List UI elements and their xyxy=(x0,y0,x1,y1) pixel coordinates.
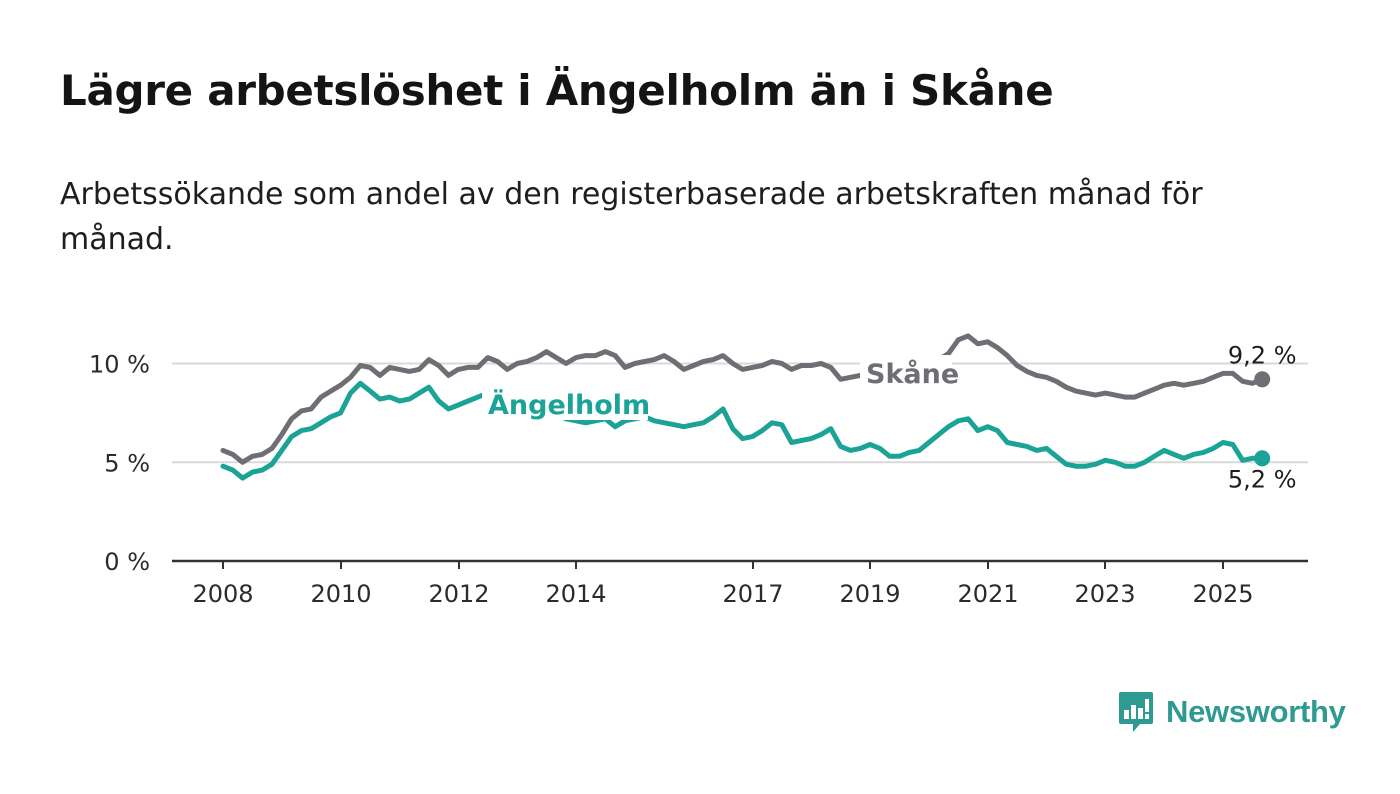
series-end-label: 5,2 % xyxy=(1228,465,1297,493)
x-tick-label: 2010 xyxy=(310,580,371,608)
y-tick-label: 10 % xyxy=(89,351,150,379)
x-tick-label: 2008 xyxy=(192,580,253,608)
series-label-bg xyxy=(860,355,952,389)
chart-title: Lägre arbetslöshet i Ängelholm än i Skån… xyxy=(60,66,1054,115)
y-tick-label: 5 % xyxy=(104,449,150,477)
x-tick-label: 2025 xyxy=(1192,580,1253,608)
x-tick-label: 2012 xyxy=(428,580,489,608)
series-line xyxy=(220,333,1265,465)
brand-name: Newsworthy xyxy=(1166,694,1346,729)
x-tick-label: 2014 xyxy=(545,580,606,608)
x-tick-label: 2019 xyxy=(839,580,900,608)
series-labels: Skåne 9,2 % Ängelholm 5,2 % xyxy=(482,341,1297,493)
series-label: Skåne xyxy=(866,358,959,390)
x-tick-label: 2017 xyxy=(722,580,783,608)
y-tick-label: 0 % xyxy=(104,548,150,576)
series-end-dot xyxy=(1254,450,1271,467)
x-tick-label: 2021 xyxy=(957,580,1018,608)
axes: 0 % 5 % 10 % 2008 2010 2012 2014 2017 2019 2021 20… xyxy=(89,351,1308,608)
series-end-label: 9,2 % xyxy=(1228,341,1297,369)
series-line xyxy=(220,380,1265,481)
chart-subtitle: Arbetssökande som andel av den registerb… xyxy=(60,177,1203,257)
x-tick-label: 2023 xyxy=(1074,580,1135,608)
series-end-dot xyxy=(1254,371,1271,388)
series-label: Ängelholm xyxy=(488,389,650,421)
series-lines xyxy=(220,333,1265,481)
series-label-bg xyxy=(482,386,648,420)
newsworthy-brand[interactable]: Newsworthy xyxy=(1118,690,1346,734)
newsworthy-logo-icon xyxy=(1119,692,1153,732)
